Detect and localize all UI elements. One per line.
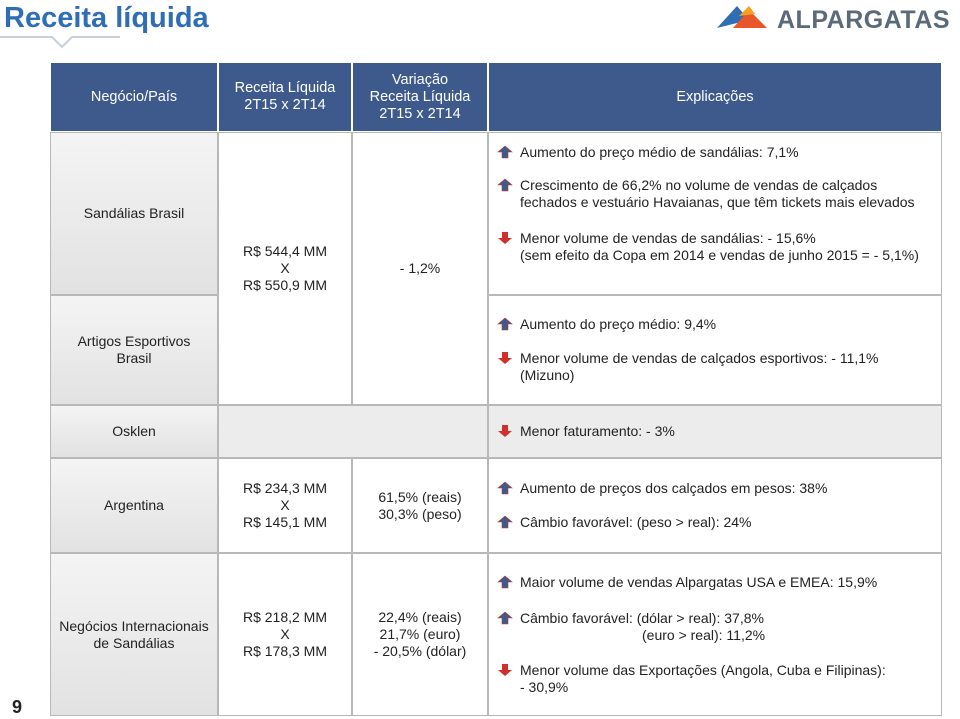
explanation: Aumento do preço médio de sandálias: 7,1… — [520, 144, 799, 161]
explanation: Câmbio favorável: (dólar > real): 37,8%(… — [520, 610, 765, 644]
text-line: 21,7% (euro) — [379, 626, 461, 642]
row-label: Argentina — [50, 458, 218, 553]
header-cell: Negócio/País — [50, 62, 218, 132]
text-line: Argentina — [104, 497, 164, 513]
row-label: Negócios Internacionais de Sandálias — [50, 553, 218, 716]
explanation-cell — [488, 295, 942, 405]
arrow-up — [497, 481, 513, 495]
text-line: 61,5% (reais) — [378, 488, 462, 505]
revenue-cell: R$ 218,2 MM X R$ 178,3 MM — [218, 553, 352, 716]
text-line: Câmbio favorável: (peso > real): 24% — [520, 514, 752, 530]
text-line: (Mizuno) — [520, 367, 575, 383]
arrow-down — [498, 664, 512, 676]
variation-cell: 61,5% (reais) 30,3% (peso) — [352, 458, 488, 553]
text-line: R$ 234,3 MM — [242, 480, 328, 496]
arrow-up — [497, 575, 513, 589]
arrow-up — [497, 611, 513, 625]
empty-cell — [218, 405, 488, 458]
text-line: Menor volume de vendas de sandálias: - 1… — [520, 230, 816, 246]
text-line: R$ 550,9 MM — [242, 277, 328, 293]
arrow-down — [498, 352, 512, 364]
text-line: Negócio/País — [90, 88, 178, 105]
text-line: Variação — [391, 71, 449, 88]
text-line: 22,4% (reais) — [378, 609, 462, 625]
explanation: Maior volume de vendas Alpargatas USA e … — [520, 574, 877, 591]
arrow-down — [498, 232, 512, 244]
explanation: Câmbio favorável: (peso > real): 24% — [520, 514, 752, 531]
explanation-cell — [488, 458, 942, 553]
text-line: 2T15 x 2T14 — [379, 105, 461, 122]
text-line: Menor volume das Exportações (Angola, Cu… — [520, 662, 886, 678]
text-line: - 30,9% — [520, 679, 569, 695]
text-line: R$ 178,3 MM — [242, 643, 328, 659]
text-line: X — [280, 260, 290, 276]
text-line: R$ 544,4 MM — [242, 243, 328, 259]
explanation: Crescimento de 66,2% no volume de vendas… — [520, 177, 915, 211]
text-line: Artigos Esportivos — [77, 333, 191, 349]
text-line: Menor faturamento: - 3% — [520, 423, 675, 439]
text-line: - 1,2% — [399, 260, 441, 276]
row-label: Sandálias Brasil — [50, 132, 218, 295]
arrow-down — [498, 425, 512, 437]
variation-cell: 22,4% (reais) 21,7% (euro) - 20,5% (dólar) — [352, 553, 488, 716]
arrow-up — [497, 317, 513, 331]
text-line: Menor volume de vendas de calçados espor… — [520, 350, 879, 366]
header-cell: Receita Líquida 2T15 x 2T14 — [218, 62, 352, 132]
explanation: Aumento de preços dos calçados em pesos:… — [520, 480, 827, 497]
text-line: R$ 145,1 MM — [242, 514, 328, 530]
explanation-cell — [488, 405, 942, 458]
explanation: Menor volume de vendas de sandálias: - 1… — [520, 230, 919, 264]
header-cell: Explicações — [488, 62, 942, 132]
explanation: Menor faturamento: - 3% — [520, 423, 675, 440]
revenue-cell: R$ 544,4 MM X R$ 550,9 MM — [218, 132, 352, 405]
text-line: fechados e vestuário Havaianas, que têm … — [520, 194, 915, 210]
explanation-cell — [488, 132, 942, 295]
explanation-cell — [488, 553, 942, 716]
text-line: Receita Líquida — [369, 88, 471, 105]
header-cell: Variação Receita Líquida 2T15 x 2T14 — [352, 62, 488, 132]
explanation: Menor volume de vendas de calçados espor… — [520, 350, 879, 384]
text-line: Aumento do preço médio: 9,4% — [520, 316, 717, 332]
text-line: X — [280, 497, 290, 513]
explanation: Menor volume das Exportações (Angola, Cu… — [520, 662, 886, 696]
text-line: (sem efeito da Copa em 2014 e vendas de … — [520, 247, 919, 263]
text-line: Câmbio favorável: (dólar > real): 37,8% — [520, 610, 764, 626]
revenue-cell: R$ 234,3 MM X R$ 145,1 MM — [218, 458, 352, 553]
text-line: de Sandálias — [93, 634, 175, 651]
arrow-up — [497, 515, 513, 529]
text-line: Receita Líquida — [234, 80, 336, 96]
title-underline — [0, 36, 120, 49]
text-line: Brasil — [116, 350, 152, 366]
text-line: X — [280, 626, 290, 642]
text-line: R$ 218,2 MM — [242, 609, 328, 625]
title: Receita líquida — [4, 2, 209, 34]
logo-icon — [717, 6, 767, 28]
text-line: 2T15 x 2T14 — [244, 97, 326, 113]
text-line: Explicações — [676, 88, 754, 105]
text-line: Aumento de preços dos calçados em pesos:… — [520, 480, 828, 496]
logo-text: ALPARGATAS — [777, 6, 951, 34]
row-label: Osklen — [50, 405, 218, 458]
text-line: Sandálias Brasil — [83, 205, 185, 221]
page-number: 9 — [12, 697, 23, 717]
arrow-up — [497, 145, 513, 159]
arrow-up — [497, 178, 513, 192]
text-line: Crescimento de 66,2% no volume de vendas… — [520, 177, 878, 193]
text-line: Negócios Internacionais — [59, 617, 209, 634]
text-line: (euro > real): 11,2% — [642, 627, 766, 643]
row-label: Artigos Esportivos Brasil — [50, 295, 218, 405]
text-line: Aumento do preço médio de sandálias: 7,1… — [520, 144, 799, 160]
text-line: Osklen — [112, 423, 156, 439]
text-line: 30,3% (peso) — [378, 505, 462, 522]
variation-cell: - 1,2% — [352, 132, 488, 405]
text-line: Maior volume de vendas Alpargatas USA e … — [520, 574, 878, 590]
explanation: Aumento do preço médio: 9,4% — [520, 316, 716, 333]
text-line: - 20,5% (dólar) — [373, 643, 467, 659]
